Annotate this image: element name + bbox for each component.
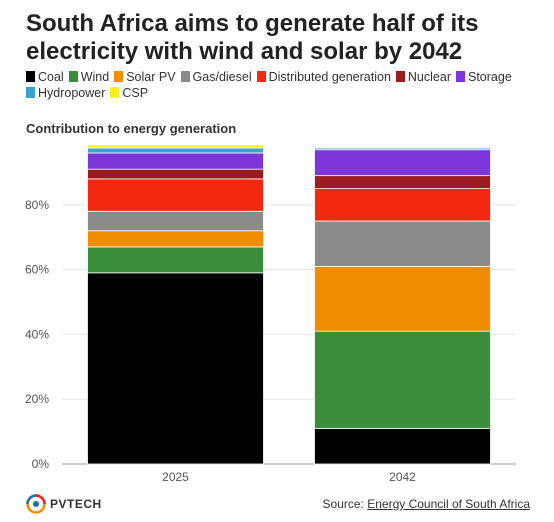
x-tick-label: 2025 xyxy=(162,470,189,484)
legend-swatch xyxy=(26,71,35,82)
legend-label: Solar PV xyxy=(126,70,176,84)
legend-item: CSP xyxy=(110,85,148,101)
chart-subtitle: Contribution to energy generation xyxy=(26,121,237,136)
bar-segment xyxy=(87,230,264,248)
pvtech-logo: PVTECH xyxy=(26,494,102,514)
legend-label: CSP xyxy=(122,86,149,100)
legend-item: Nuclear xyxy=(395,69,451,85)
source-link[interactable]: Energy Council of South Africa xyxy=(367,497,530,511)
bar-segment xyxy=(87,147,264,154)
bar-segment xyxy=(314,330,491,429)
bar-segment xyxy=(87,246,264,274)
stacked-bar-chart: 0% 20% 40% 60% 80% 2025 2042 xyxy=(25,144,516,484)
legend-label: Coal xyxy=(38,70,64,84)
legend-swatch xyxy=(180,71,190,82)
legend-label: Nuclear xyxy=(407,70,451,84)
legend-item: Solar PV xyxy=(114,69,176,85)
legend-label: Hydropower xyxy=(38,86,106,100)
legend-label: Wind xyxy=(80,70,110,84)
bar-segment xyxy=(87,210,264,232)
legend-label: Storage xyxy=(467,70,512,84)
bar-segment xyxy=(314,427,491,465)
legend-label: Distributed generation xyxy=(268,70,391,84)
legend-swatch xyxy=(26,87,35,98)
bar-segment xyxy=(314,188,491,222)
y-tick-label: 40% xyxy=(25,327,49,341)
legend-label: Gas/diesel xyxy=(192,70,252,84)
legend-item: Coal xyxy=(26,69,64,85)
chart-legend: Coal Wind Solar PV Gas/diesel Distributed ge… xyxy=(26,69,526,101)
legend-swatch xyxy=(68,71,78,82)
pvtech-logo-icon xyxy=(26,494,46,514)
bar-segment xyxy=(314,146,491,149)
bar-segment xyxy=(314,220,491,267)
bar-segment xyxy=(87,168,264,180)
legend-swatch xyxy=(455,71,465,82)
legend-item: Wind xyxy=(68,69,110,85)
bar-segment xyxy=(314,175,491,189)
y-tick-label: 20% xyxy=(25,392,49,406)
bar-segment xyxy=(87,144,264,149)
legend-item: Gas/diesel xyxy=(180,69,252,85)
legend-item: Storage xyxy=(455,69,512,85)
bar-segment xyxy=(314,149,491,177)
legend-swatch xyxy=(110,87,120,98)
bar-segment xyxy=(87,178,264,212)
bar-segment xyxy=(314,265,491,332)
bar-segment xyxy=(87,152,264,170)
pvtech-logo-text: PVTECH xyxy=(50,497,102,511)
bar-segment xyxy=(87,272,264,465)
y-tick-label: 0% xyxy=(32,457,50,471)
legend-item: Distributed generation xyxy=(256,69,391,85)
source-prefix: Source: xyxy=(322,497,368,511)
legend-swatch xyxy=(114,71,124,82)
source-note: Source: Energy Council of South Africa xyxy=(323,497,530,511)
legend-item: Hydropower xyxy=(26,85,105,101)
legend-swatch xyxy=(256,71,266,82)
y-tick-label: 60% xyxy=(25,263,49,277)
chart-title: South Africa aims to generate half of it… xyxy=(26,10,479,65)
x-tick-label: 2042 xyxy=(389,470,416,484)
legend-swatch xyxy=(395,71,405,82)
y-tick-label: 80% xyxy=(25,198,49,212)
